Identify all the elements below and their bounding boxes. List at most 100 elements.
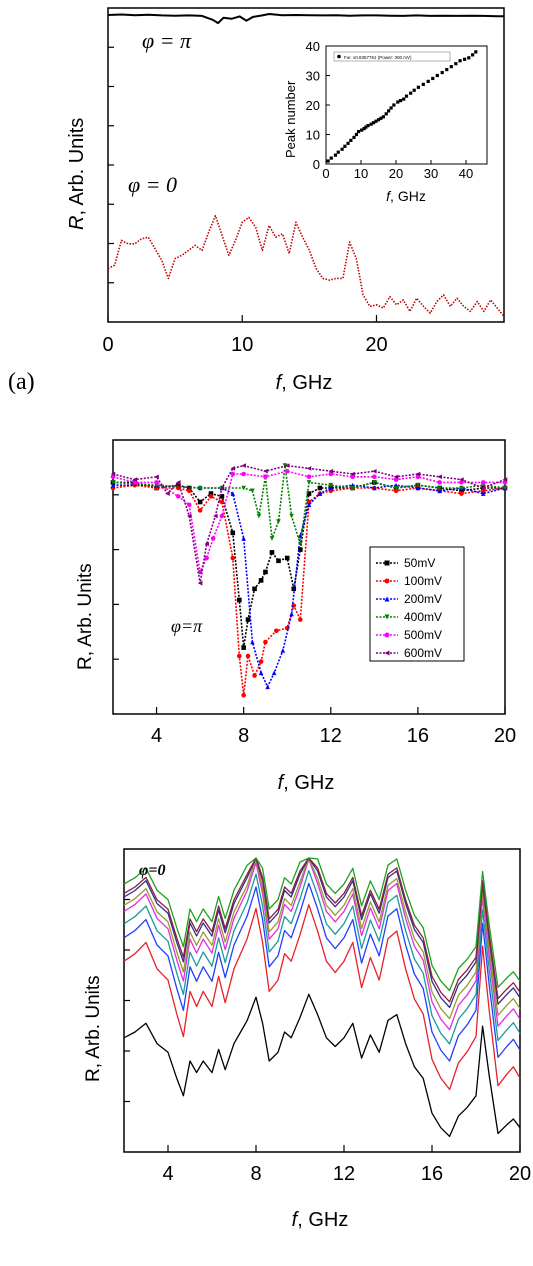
inset-point — [352, 135, 356, 140]
series-600mv-point — [480, 485, 486, 491]
series-200mv-line — [113, 484, 506, 688]
inset-point — [454, 62, 458, 66]
series-500mv-point — [176, 494, 181, 499]
series-100mv-point — [393, 488, 399, 494]
inset-point — [431, 76, 435, 81]
series-400mv-point — [256, 513, 262, 519]
series-50mv-point — [306, 491, 312, 496]
inset-point — [402, 97, 406, 101]
series-phi-0-line — [107, 214, 505, 317]
series-500mv-point — [480, 480, 486, 485]
series-100mv-point — [208, 494, 214, 499]
inset-point — [326, 159, 330, 163]
legend-label: 200mV — [404, 592, 442, 606]
series-50mv-point — [186, 485, 192, 491]
series-400mv-point — [289, 513, 294, 519]
panel-b-x-tick-label: 4 — [151, 725, 162, 747]
series-200mv-point — [241, 536, 246, 541]
series-2-line — [123, 882, 521, 1062]
series-400mv-point — [393, 485, 399, 491]
series-8-line — [123, 857, 521, 992]
series-100mv-point — [459, 491, 464, 496]
panel-c-y-ticks — [124, 898, 130, 1103]
series-400mv-point — [415, 482, 421, 488]
inset-y-tick-label: 20 — [306, 98, 320, 113]
inset-point — [376, 118, 381, 122]
inset-point — [416, 85, 420, 89]
series-600mv-point — [213, 513, 218, 519]
annotation-phi-0: φ = 0 — [128, 172, 177, 197]
inset-point — [449, 65, 453, 69]
inset-legend-text: Fur. x0.8357761 (Power: 300 mV) — [344, 55, 412, 60]
inset-point — [396, 100, 400, 104]
panel-a: 0 10 20 φ = π φ = 0 R, Arb. Units f, GHz (… — [8, 7, 505, 395]
series-600mv-point — [372, 468, 377, 474]
panel-c-x-tick-label: 4 — [162, 1163, 173, 1185]
inset-point — [354, 132, 359, 137]
inset-x-tick-label: 0 — [322, 166, 329, 181]
series-500mv-point — [210, 536, 216, 541]
inset-x-tick-label: 40 — [459, 166, 473, 181]
series-100mv-point — [258, 659, 264, 664]
inset-point — [392, 103, 396, 107]
series-100mv-point — [219, 499, 225, 505]
inset-point — [421, 82, 425, 86]
inset-point — [458, 59, 462, 63]
series-600mv-point — [197, 580, 203, 586]
inset-point — [412, 88, 416, 92]
series-500mv-point — [230, 471, 236, 477]
panel-b-legend: 50mV 100mV 200mV 400mV 500mV 600mV — [369, 546, 465, 662]
panel-a-series — [107, 13, 505, 317]
series-3-line — [123, 869, 521, 1045]
series-1-line — [123, 904, 521, 1091]
panel-a-x-label: f, GHz — [276, 372, 333, 394]
series-400mv-point — [197, 485, 203, 491]
series-600mv-point — [241, 463, 246, 468]
series-600mv-point — [219, 485, 225, 491]
legend-marker-100mv — [384, 578, 390, 584]
series-500mv-point — [186, 502, 192, 508]
inset-legend-marker — [337, 54, 341, 59]
series-500mv-point — [241, 471, 246, 477]
inset-point — [381, 115, 385, 119]
series-200mv-point — [437, 488, 442, 494]
series-200mv-point — [372, 485, 377, 491]
panel-a-y-label: R, Arb. Units — [66, 118, 88, 230]
series-200mv-point — [289, 611, 294, 617]
legend-marker-200mv — [384, 596, 390, 602]
inset-point — [369, 122, 373, 126]
series-400mv-point — [459, 485, 464, 491]
inset-point — [346, 141, 350, 145]
series-100mv-point — [245, 653, 251, 659]
series-50mv-point — [258, 578, 264, 583]
series-200mv-point — [328, 485, 334, 491]
series-50mv-point — [297, 547, 303, 552]
inset-y-tick-label: 40 — [306, 39, 320, 54]
inset-point — [387, 109, 391, 113]
legend-box — [369, 546, 465, 662]
series-500mv-point — [372, 474, 377, 480]
series-50mv-point — [317, 485, 323, 491]
series-0-line — [123, 993, 521, 1138]
series-50mv-point — [269, 550, 275, 555]
inset-point — [435, 73, 439, 78]
series-500mv-point — [219, 513, 225, 519]
inset-y-tick-label: 30 — [306, 69, 320, 84]
series-4-line — [123, 858, 521, 1031]
series-50mv-point — [219, 494, 225, 499]
series-50mv-point — [263, 569, 268, 575]
series-50mv-point — [241, 645, 246, 650]
inset-point — [366, 124, 370, 128]
legend-label: 600mV — [404, 646, 442, 660]
series-50mv-point — [176, 482, 181, 488]
legend-marker-50mv — [384, 560, 390, 566]
panel-a-label: (a) — [8, 369, 35, 395]
series-400mv-point — [269, 536, 275, 541]
inset-x-label: f, GHz — [386, 188, 426, 204]
legend-marker-600mv — [384, 650, 390, 656]
panel-b-x-ticks: 4 8 12 16 20 — [151, 707, 516, 747]
panel-c-x-label: f, GHz — [292, 1209, 349, 1231]
panel-b-x-label: f, GHz — [278, 772, 335, 794]
series-500mv-point — [263, 474, 268, 480]
